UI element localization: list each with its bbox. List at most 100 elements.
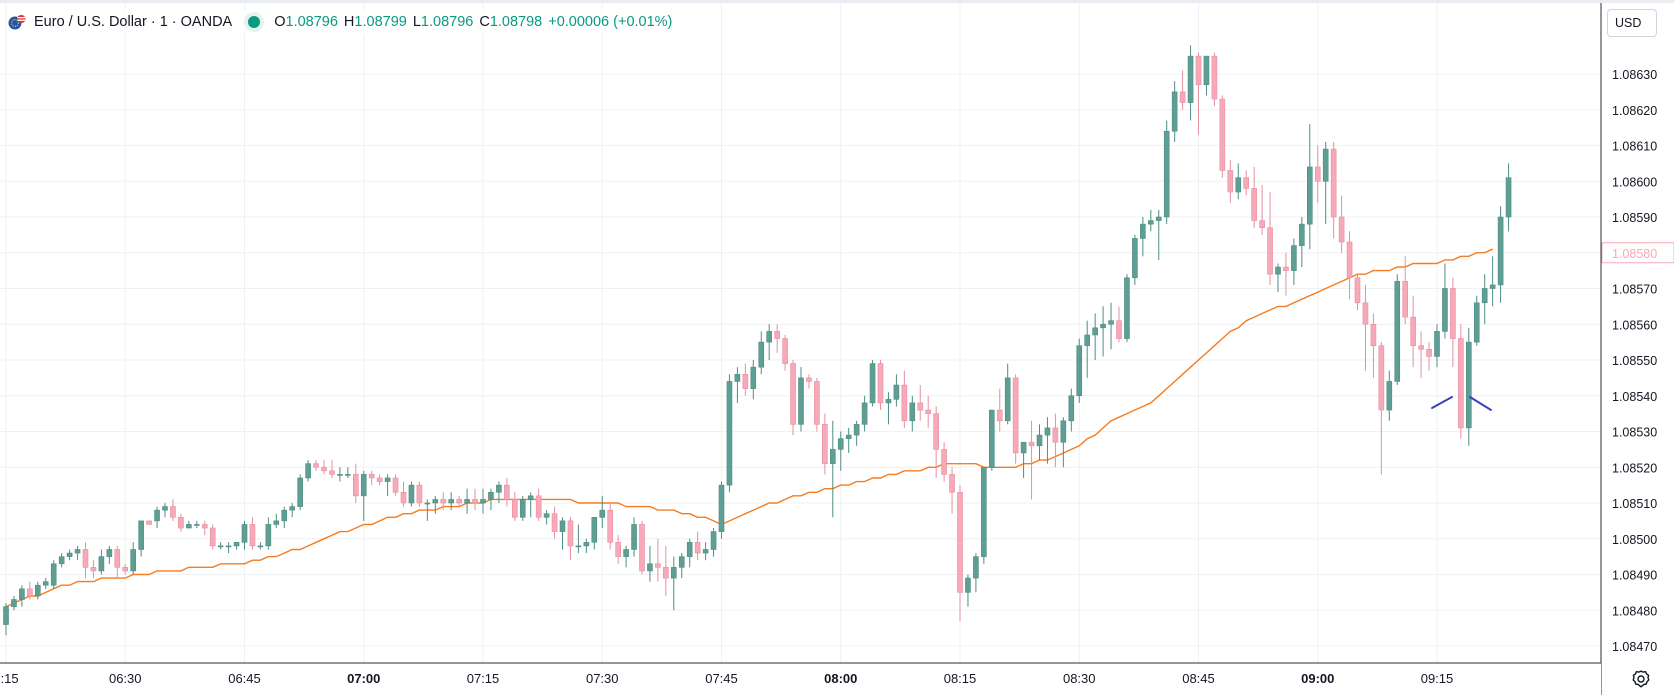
candle[interactable]: [1330, 141, 1337, 239]
candle[interactable]: [559, 517, 566, 550]
candle[interactable]: [1370, 313, 1377, 378]
candle[interactable]: [416, 481, 423, 507]
candle[interactable]: [1450, 277, 1456, 368]
candle[interactable]: [1163, 120, 1170, 225]
candle[interactable]: [1410, 295, 1416, 368]
candle[interactable]: [511, 492, 518, 521]
candle[interactable]: [583, 538, 590, 554]
candle[interactable]: [973, 553, 979, 593]
candle[interactable]: [853, 420, 860, 446]
candle[interactable]: [464, 488, 470, 514]
candle[interactable]: [901, 370, 908, 428]
candle[interactable]: [3, 603, 9, 636]
candle[interactable]: [631, 517, 637, 557]
candle[interactable]: [1155, 209, 1162, 260]
candle[interactable]: [1012, 374, 1019, 464]
candle[interactable]: [678, 553, 685, 579]
candle[interactable]: [114, 545, 121, 579]
candle[interactable]: [1060, 417, 1067, 468]
candle[interactable]: [329, 460, 335, 478]
candle[interactable]: [1116, 306, 1122, 343]
candle[interactable]: [1338, 195, 1345, 253]
symbol-title[interactable]: Euro / U.S. Dollar · 1 · OANDA: [34, 14, 233, 30]
candle[interactable]: [551, 506, 558, 539]
candle[interactable]: [217, 542, 224, 550]
candle[interactable]: [1497, 206, 1504, 303]
candle[interactable]: [504, 477, 510, 507]
candle[interactable]: [34, 581, 41, 600]
candle[interactable]: [66, 549, 73, 561]
candle[interactable]: [376, 474, 383, 486]
candle[interactable]: [19, 585, 25, 607]
candle[interactable]: [845, 427, 852, 453]
candle[interactable]: [869, 360, 876, 407]
candle[interactable]: [337, 467, 343, 482]
candle[interactable]: [623, 545, 629, 568]
candle[interactable]: [941, 442, 947, 482]
candle[interactable]: [861, 395, 868, 432]
candle[interactable]: [988, 409, 995, 471]
candle[interactable]: [1386, 370, 1393, 421]
candle[interactable]: [186, 520, 192, 529]
candle[interactable]: [1394, 274, 1401, 386]
candle[interactable]: [11, 595, 17, 611]
candle[interactable]: [1052, 413, 1059, 468]
candle[interactable]: [368, 470, 375, 486]
candle[interactable]: [1036, 424, 1043, 461]
candle[interactable]: [885, 392, 892, 425]
candle[interactable]: [917, 385, 924, 421]
candle[interactable]: [1259, 184, 1265, 235]
candle[interactable]: [639, 520, 645, 575]
candle[interactable]: [50, 560, 57, 589]
candle[interactable]: [750, 360, 757, 400]
candle[interactable]: [996, 388, 1003, 432]
candle[interactable]: [1179, 70, 1186, 110]
candle[interactable]: [575, 524, 582, 554]
candle[interactable]: [154, 506, 160, 529]
candle[interactable]: [209, 524, 216, 550]
candle[interactable]: [1132, 234, 1138, 285]
currency-selector-button[interactable]: USD: [1607, 9, 1657, 37]
candle[interactable]: [98, 549, 105, 575]
moving-average-line[interactable]: [5, 248, 1493, 608]
candle[interactable]: [726, 374, 733, 493]
candle[interactable]: [519, 495, 526, 521]
candle[interactable]: [480, 488, 486, 514]
candle[interactable]: [543, 510, 550, 525]
candle[interactable]: [106, 545, 113, 564]
candle[interactable]: [297, 474, 303, 511]
candle[interactable]: [591, 516, 598, 550]
candle[interactable]: [655, 538, 661, 582]
candle[interactable]: [965, 574, 971, 607]
candle[interactable]: [138, 520, 144, 557]
candle[interactable]: [1108, 302, 1114, 350]
candle[interactable]: [925, 395, 932, 428]
candle[interactable]: [1458, 324, 1464, 439]
candle[interactable]: [837, 431, 844, 471]
candle[interactable]: [1418, 331, 1424, 378]
candle[interactable]: [981, 466, 987, 564]
candle[interactable]: [1473, 295, 1480, 346]
candle[interactable]: [440, 492, 447, 511]
candle[interactable]: [798, 367, 804, 432]
candle[interactable]: [893, 374, 900, 407]
candle[interactable]: [1004, 363, 1011, 425]
candle[interactable]: [1378, 342, 1385, 475]
candle[interactable]: [1227, 159, 1234, 203]
candle[interactable]: [694, 531, 701, 561]
candle[interactable]: [289, 503, 296, 518]
candle[interactable]: [241, 520, 248, 550]
annotation-stroke-left[interactable]: [1431, 396, 1453, 409]
candle[interactable]: [1235, 163, 1242, 200]
candle[interactable]: [400, 481, 407, 507]
candle[interactable]: [1299, 217, 1305, 268]
candle[interactable]: [877, 360, 884, 411]
candle[interactable]: [201, 520, 208, 536]
candle[interactable]: [456, 495, 462, 507]
candle[interactable]: [265, 517, 272, 550]
candle[interactable]: [194, 520, 200, 529]
candle[interactable]: [90, 560, 97, 579]
candle[interactable]: [615, 535, 621, 564]
candle[interactable]: [1402, 256, 1408, 325]
